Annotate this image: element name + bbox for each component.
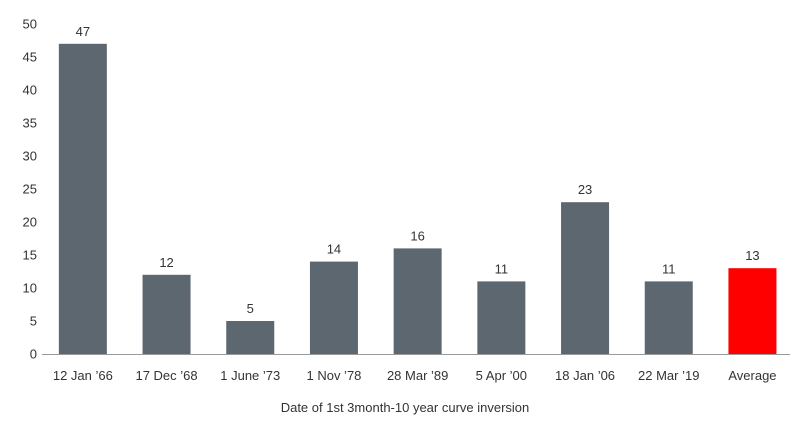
data-label: 14 — [327, 242, 341, 257]
category-label: 12 Jan ’66 — [53, 368, 113, 383]
category-label: 1 June ’73 — [220, 368, 280, 383]
data-label: 13 — [745, 248, 759, 263]
data-label: 11 — [495, 261, 509, 276]
y-tick-label: 25 — [23, 182, 37, 197]
bar — [309, 261, 358, 354]
y-tick-label: 50 — [23, 17, 37, 32]
y-tick-label: 10 — [23, 281, 37, 296]
category-label: 22 Mar ’19 — [638, 368, 699, 383]
y-tick-label: 20 — [23, 215, 37, 230]
category-labels: 12 Jan ’66 17 Dec ’68 1 June ’73 1 Nov ’78 2… — [53, 368, 777, 383]
bar — [393, 248, 442, 354]
y-tick-label: 30 — [23, 149, 37, 164]
y-tick-label: 0 — [30, 347, 37, 362]
data-label: 47 — [76, 24, 90, 39]
bar — [644, 281, 693, 354]
category-label: 18 Jan ’06 — [555, 368, 615, 383]
data-label: 23 — [578, 182, 592, 197]
bar — [226, 321, 275, 354]
bar — [561, 202, 610, 354]
data-labels: 47 12 5 14 16 11 23 11 13 — [76, 24, 760, 316]
y-tick-label: 35 — [23, 116, 37, 131]
y-axis-ticks: 0 5 10 15 20 25 30 35 40 45 50 — [23, 17, 37, 362]
category-label: 17 Dec ’68 — [135, 368, 197, 383]
data-label: 11 — [662, 261, 676, 276]
data-label: 12 — [159, 255, 173, 270]
bar — [728, 268, 777, 354]
category-label: 1 Nov ’78 — [306, 368, 361, 383]
data-label: 16 — [410, 228, 424, 243]
y-tick-label: 15 — [23, 248, 37, 263]
data-label: 5 — [247, 301, 254, 316]
y-tick-label: 45 — [23, 50, 37, 65]
category-label: 5 Apr ’00 — [476, 368, 527, 383]
category-label: 28 Mar ’89 — [387, 368, 448, 383]
bar — [142, 274, 191, 354]
category-label: Average — [728, 368, 776, 383]
x-axis-title: Date of 1st 3month-10 year curve inversi… — [281, 400, 530, 415]
bar — [477, 281, 526, 354]
y-tick-label: 5 — [30, 314, 37, 329]
y-tick-label: 40 — [23, 83, 37, 98]
bars — [58, 43, 777, 355]
bar — [58, 43, 107, 355]
